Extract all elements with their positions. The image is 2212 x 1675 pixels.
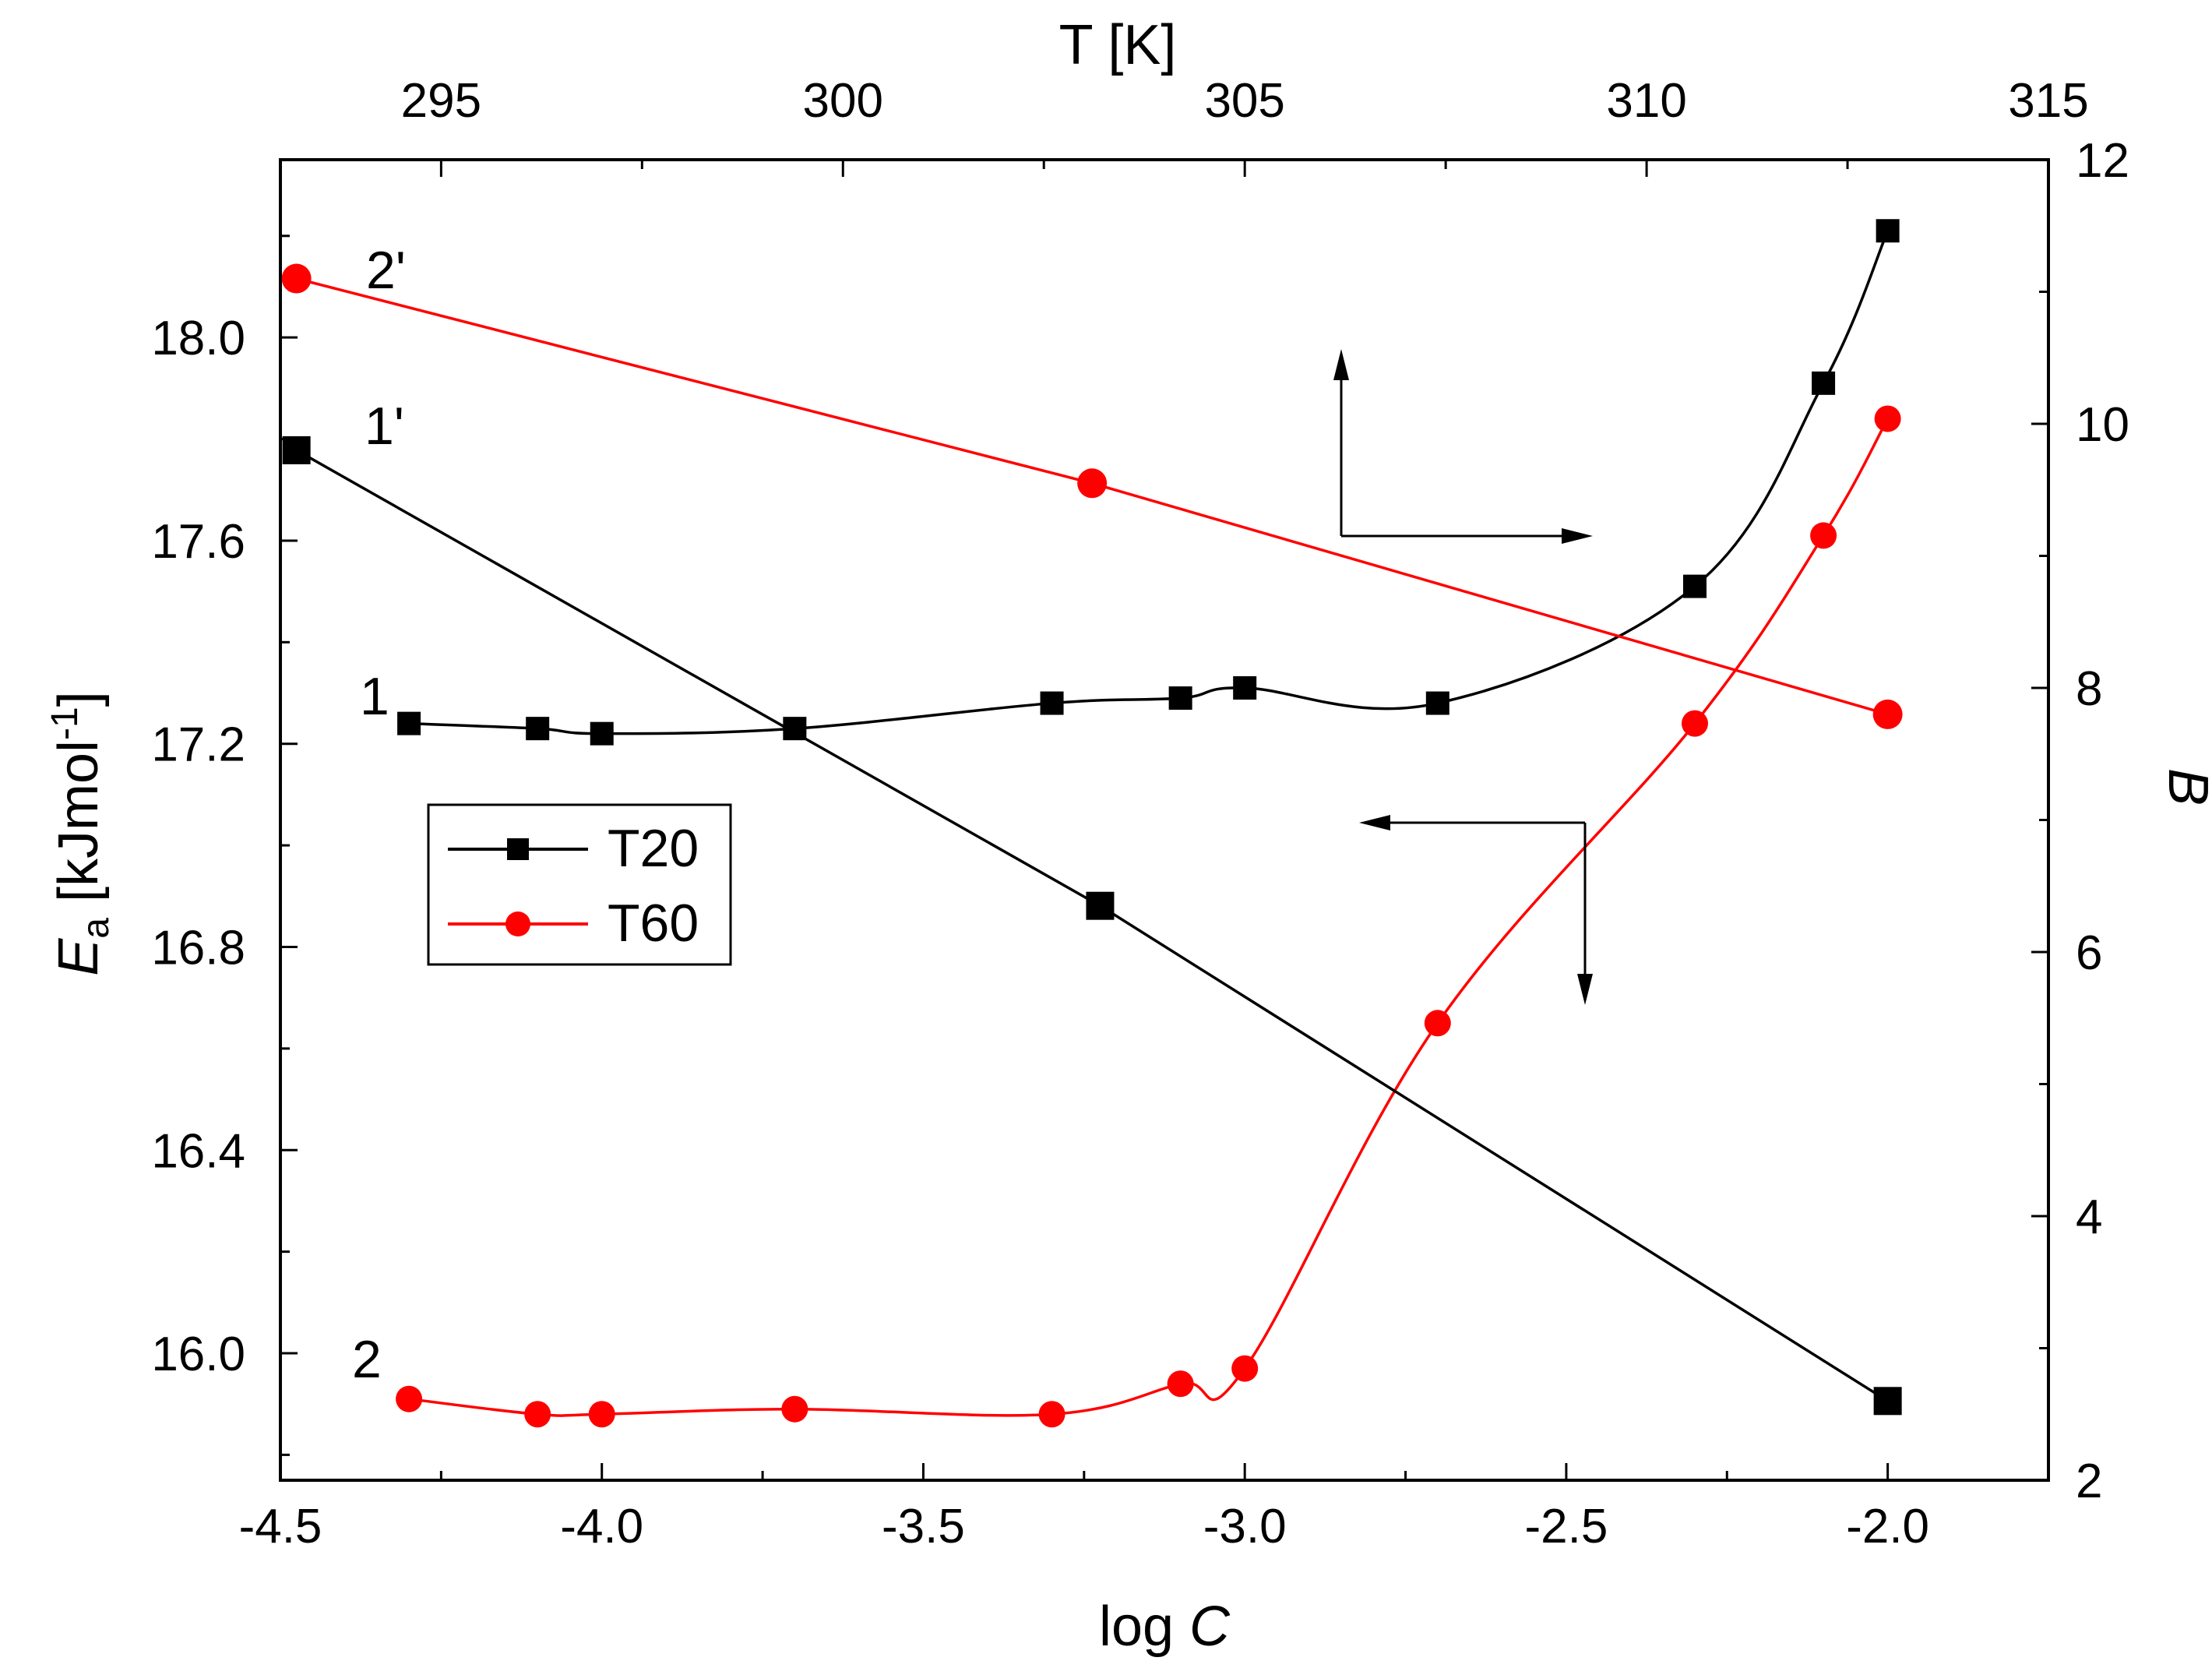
legend-box xyxy=(427,803,732,966)
arrow-up-head xyxy=(1333,349,1349,380)
y-axis-title-sub: a xyxy=(76,918,117,939)
arrow-left-head xyxy=(1359,815,1390,830)
data-point-T20 xyxy=(1683,574,1707,598)
curve-label-1-prime: 1' xyxy=(365,397,404,456)
y2-tick-label: 12 xyxy=(2076,134,2129,188)
x-tick-label: -2.5 xyxy=(1524,1500,1608,1553)
y-tick-label: 16.0 xyxy=(151,1328,245,1381)
data-point-T20 xyxy=(783,717,807,741)
data-point-T60-B xyxy=(281,263,312,294)
y-tick-label: 17.6 xyxy=(151,515,245,569)
legend-t60-marker xyxy=(505,912,530,936)
data-point-T20 xyxy=(1876,219,1900,243)
top-tick-label: 305 xyxy=(1204,74,1284,128)
arrow-to-left-axis xyxy=(1359,815,1593,1005)
data-point-T60-B xyxy=(1872,699,1903,729)
legend: T20 T60 xyxy=(427,803,732,966)
data-point-T60-B xyxy=(1077,468,1108,499)
curve-label-2: 2 xyxy=(352,1330,382,1389)
curve-label-2-prime: 2' xyxy=(366,241,406,300)
data-point-T20-B xyxy=(1086,891,1115,920)
y-axis-title-var: E xyxy=(48,938,110,976)
arrow-down-head xyxy=(1577,974,1593,1005)
data-point-T20 xyxy=(1168,686,1192,711)
x-tick-label: -4.0 xyxy=(560,1500,643,1553)
data-point-T60 xyxy=(588,1401,615,1428)
legend-t60-label: T60 xyxy=(608,894,699,953)
top-tick-label: 300 xyxy=(803,74,883,128)
data-point-T60 xyxy=(1874,405,1901,432)
data-point-T20 xyxy=(1233,676,1257,700)
data-point-T20 xyxy=(1425,691,1449,715)
y2-tick-label: 6 xyxy=(2076,926,2102,980)
y-tick-label: 16.8 xyxy=(151,921,245,975)
data-point-T20 xyxy=(1040,691,1064,715)
legend-t20-marker xyxy=(507,838,529,860)
y-tick-label: 18.0 xyxy=(151,312,245,365)
data-point-T60 xyxy=(1231,1355,1259,1382)
data-point-T20-B xyxy=(1873,1387,1902,1416)
x-tick-label: -4.5 xyxy=(239,1500,322,1553)
data-point-T60 xyxy=(781,1395,808,1423)
y-tick-label: 16.4 xyxy=(151,1124,245,1178)
data-point-T20 xyxy=(526,717,550,741)
data-point-T60 xyxy=(1682,710,1708,737)
x-axis-title-prefix: log xyxy=(1099,1596,1189,1658)
data-point-T60 xyxy=(524,1401,551,1428)
x-tick-label: -2.0 xyxy=(1846,1500,1929,1553)
tick-labels: -4.5 -4.0 -3.5 -3.0 -2.5 -2.0 16.0 16.4 16.8 17.2… xyxy=(151,74,2129,1553)
top-tick-label: 310 xyxy=(1606,74,1686,128)
arrow-right-head xyxy=(1562,528,1593,544)
data-point-T60 xyxy=(1810,522,1837,549)
data-point-T60 xyxy=(1038,1401,1065,1428)
arrow-to-right-axis xyxy=(1333,349,1593,544)
data-point-T20 xyxy=(1812,371,1836,395)
y-axis-title: Ea [kJmol-1] xyxy=(44,691,117,975)
y-axis-title-end: ] xyxy=(48,691,110,707)
y2-tick-label: 2 xyxy=(2076,1455,2102,1508)
x-tick-label: -3.0 xyxy=(1203,1500,1287,1553)
y-tick-label: 17.2 xyxy=(151,718,245,772)
x-tick-label: -3.5 xyxy=(882,1500,965,1553)
data-point-T20 xyxy=(590,721,614,746)
y2-tick-label: 4 xyxy=(2076,1190,2102,1244)
x-axis-title: log C xyxy=(1099,1596,1231,1658)
y-axis-title-unit: [kJmol xyxy=(48,740,110,918)
data-point-T60 xyxy=(1167,1370,1194,1398)
data-point-T60 xyxy=(396,1385,423,1412)
series-points xyxy=(281,219,1903,1428)
axis-ticks xyxy=(279,158,2050,1482)
legend-t20-label: T20 xyxy=(608,819,699,878)
curve-label-1: 1 xyxy=(360,667,389,726)
top-tick-label: 295 xyxy=(401,74,481,128)
data-point-T60 xyxy=(1424,1010,1451,1037)
top-tick-label: 315 xyxy=(2008,74,2088,128)
top-axis-title: T [K] xyxy=(1059,14,1177,76)
x-axis-title-var: C xyxy=(1189,1596,1231,1658)
y-axis-title-sup: -1 xyxy=(44,707,86,740)
y2-tick-label: 8 xyxy=(2076,662,2102,716)
data-point-T20-B xyxy=(282,436,311,464)
data-point-T20 xyxy=(397,711,421,735)
y2-axis-title: B xyxy=(2157,768,2212,806)
y2-tick-label: 10 xyxy=(2076,398,2129,452)
